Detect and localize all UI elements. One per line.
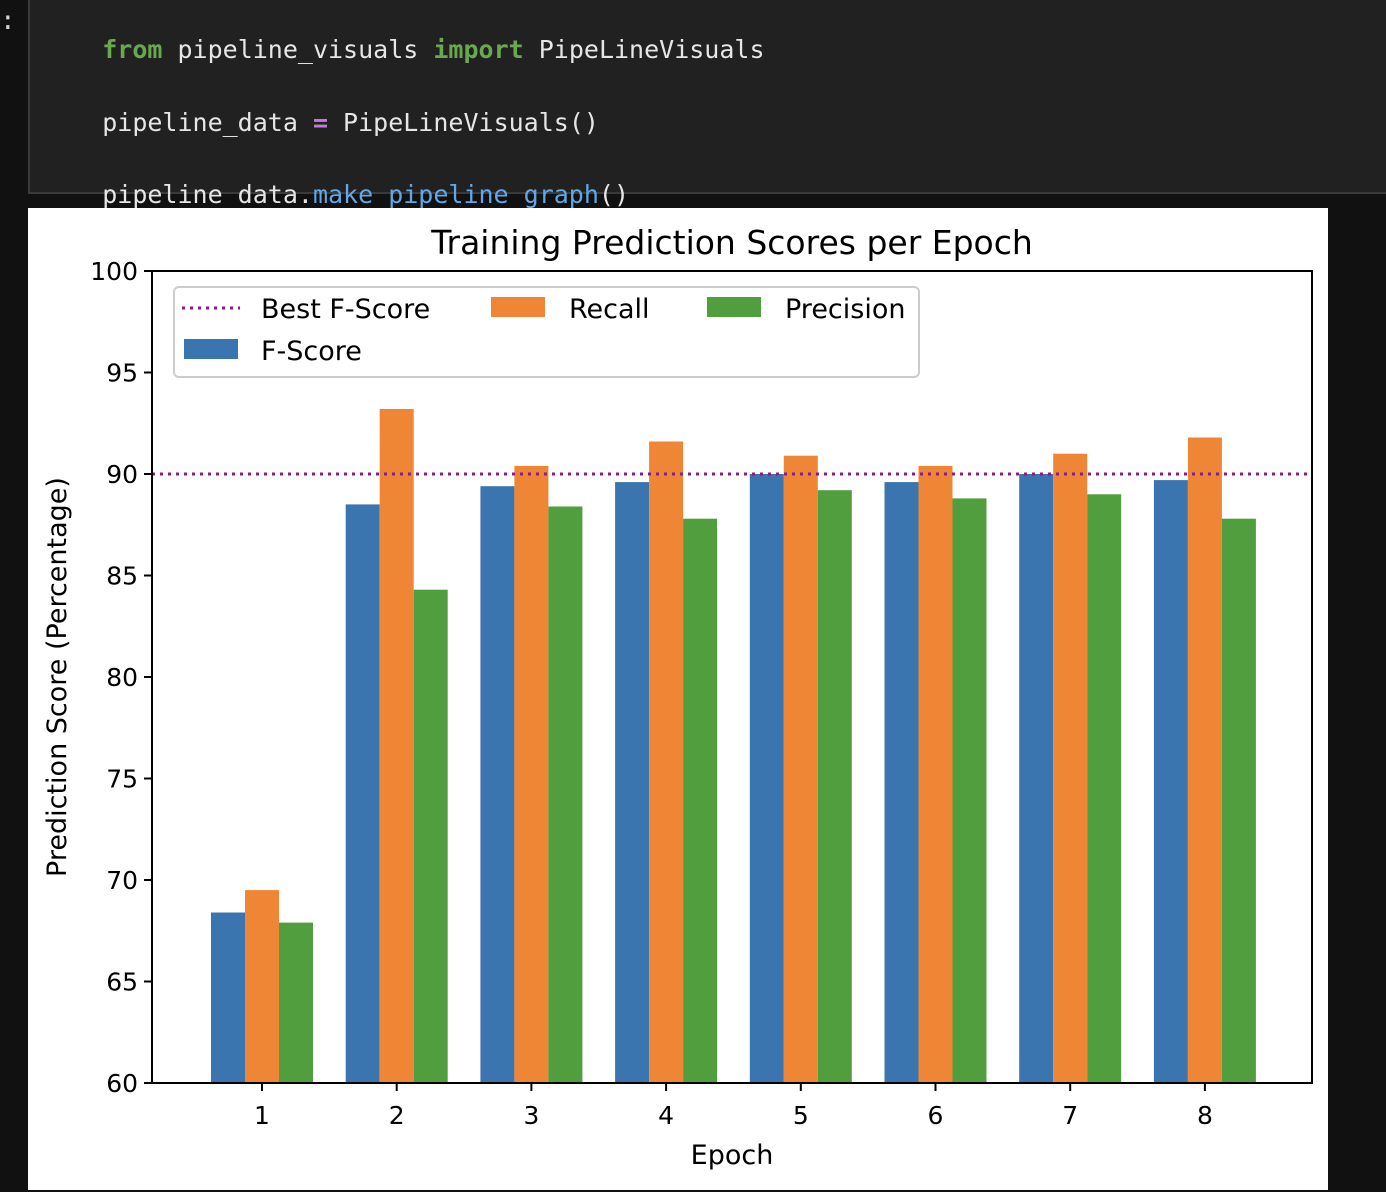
bar-recall-epoch-6: [918, 465, 953, 1083]
bar-f-score-epoch-2: [345, 504, 380, 1083]
legend-label-best-fscore: Best F-Score: [261, 294, 430, 325]
legend-swatch-fscore: [184, 339, 238, 359]
keyword-import: import: [433, 35, 524, 64]
legend-label-recall: Recall: [569, 294, 650, 325]
bar-recall-epoch-3: [514, 465, 549, 1083]
x-tick-label: 7: [1062, 1101, 1078, 1130]
x-tick-label: 6: [928, 1101, 944, 1130]
bar-f-score-epoch-8: [1153, 480, 1188, 1084]
chart-title: Training Prediction Scores per Epoch: [430, 223, 1033, 262]
y-tick-label: 100: [90, 257, 138, 286]
legend-swatch-recall: [491, 297, 545, 317]
x-tick-label: 2: [389, 1101, 405, 1130]
code-cell[interactable]: from pipeline_visuals import PipeLineVis…: [28, 0, 1386, 209]
y-tick-label: 75: [106, 765, 138, 794]
y-tick-label: 85: [106, 562, 138, 591]
x-axis-ticks: 1 2 3 4 5 6 7 8: [254, 1083, 1213, 1130]
bar-f-score-epoch-5: [749, 474, 784, 1083]
bar-f-score-epoch-1: [211, 912, 245, 1083]
x-tick-label: 4: [658, 1101, 674, 1130]
y-tick-label: 80: [106, 663, 138, 692]
code-line-1: from pipeline_visuals import PipeLineVis…: [42, 6, 765, 93]
bar-f-score-epoch-4: [615, 482, 650, 1084]
constructor-call: PipeLineVisuals(): [328, 108, 599, 137]
method-args: (): [598, 180, 630, 209]
bar-f-score-epoch-7: [1019, 474, 1054, 1083]
bar-precision-epoch-1: [279, 922, 313, 1083]
bar-recall-epoch-7: [1053, 453, 1088, 1083]
bars-layer: [211, 409, 1256, 1084]
code-line-3: pipeline_data.make_pipeline_graph(): [42, 151, 629, 238]
x-tick-label: 8: [1197, 1101, 1213, 1130]
module-name: pipeline_visuals: [162, 35, 434, 64]
chart-legend: Best F-Score Recall Precision F-Score: [173, 286, 920, 378]
assign-operator: =: [312, 108, 328, 137]
bar-precision-epoch-6: [952, 498, 987, 1083]
bar-precision-epoch-3: [548, 506, 583, 1083]
variable-name: pipeline_data: [102, 108, 313, 137]
plot-frame: [151, 270, 1313, 1084]
bar-precision-epoch-5: [817, 490, 852, 1083]
cell-prompt: :: [0, 6, 16, 36]
y-tick-label: 65: [106, 968, 138, 997]
legend-label-fscore: F-Score: [261, 336, 362, 367]
x-tick-label: 1: [254, 1101, 270, 1130]
bar-precision-epoch-4: [683, 518, 718, 1083]
y-axis-ticks: 60 65 70 75 80 85 90 95 100: [90, 257, 152, 1098]
bar-chart: 60 65 70 75 80 85 90 95 100 1 2 3 4 5 6 7 8 Training Pr…: [42, 223, 1313, 1171]
x-tick-label: 3: [523, 1101, 539, 1130]
code-line-2: pipeline_data = PipeLineVisuals(): [42, 79, 599, 166]
bar-precision-epoch-7: [1087, 494, 1122, 1083]
keyword-from: from: [102, 35, 163, 64]
y-axis-label: Prediction Score (Percentage): [42, 477, 73, 877]
y-tick-label: 70: [106, 866, 138, 895]
bar-recall-epoch-8: [1187, 437, 1222, 1083]
x-axis-label: Epoch: [691, 1140, 774, 1171]
bar-recall-epoch-2: [379, 409, 414, 1083]
bar-f-score-epoch-3: [480, 486, 515, 1083]
cell-output: 60 65 70 75 80 85 90 95 100 1 2 3 4 5 6 7 8 Training Pr…: [28, 208, 1328, 1190]
method-name: make_pipeline_graph: [312, 180, 599, 209]
y-tick-label: 90: [106, 460, 138, 489]
bar-recall-epoch-1: [245, 890, 279, 1083]
bar-recall-epoch-5: [783, 455, 818, 1083]
bar-recall-epoch-4: [649, 441, 684, 1083]
y-tick-label: 95: [106, 359, 138, 388]
x-tick-label: 5: [793, 1101, 809, 1130]
bar-f-score-epoch-6: [884, 482, 919, 1084]
y-tick-label: 60: [106, 1069, 138, 1098]
bar-precision-epoch-2: [413, 589, 448, 1083]
bar-precision-epoch-8: [1221, 518, 1256, 1083]
legend-swatch-precision: [707, 297, 761, 317]
object-name: pipeline_data.: [102, 180, 313, 209]
imported-name: PipeLineVisuals: [523, 35, 765, 64]
legend-label-precision: Precision: [785, 294, 905, 325]
